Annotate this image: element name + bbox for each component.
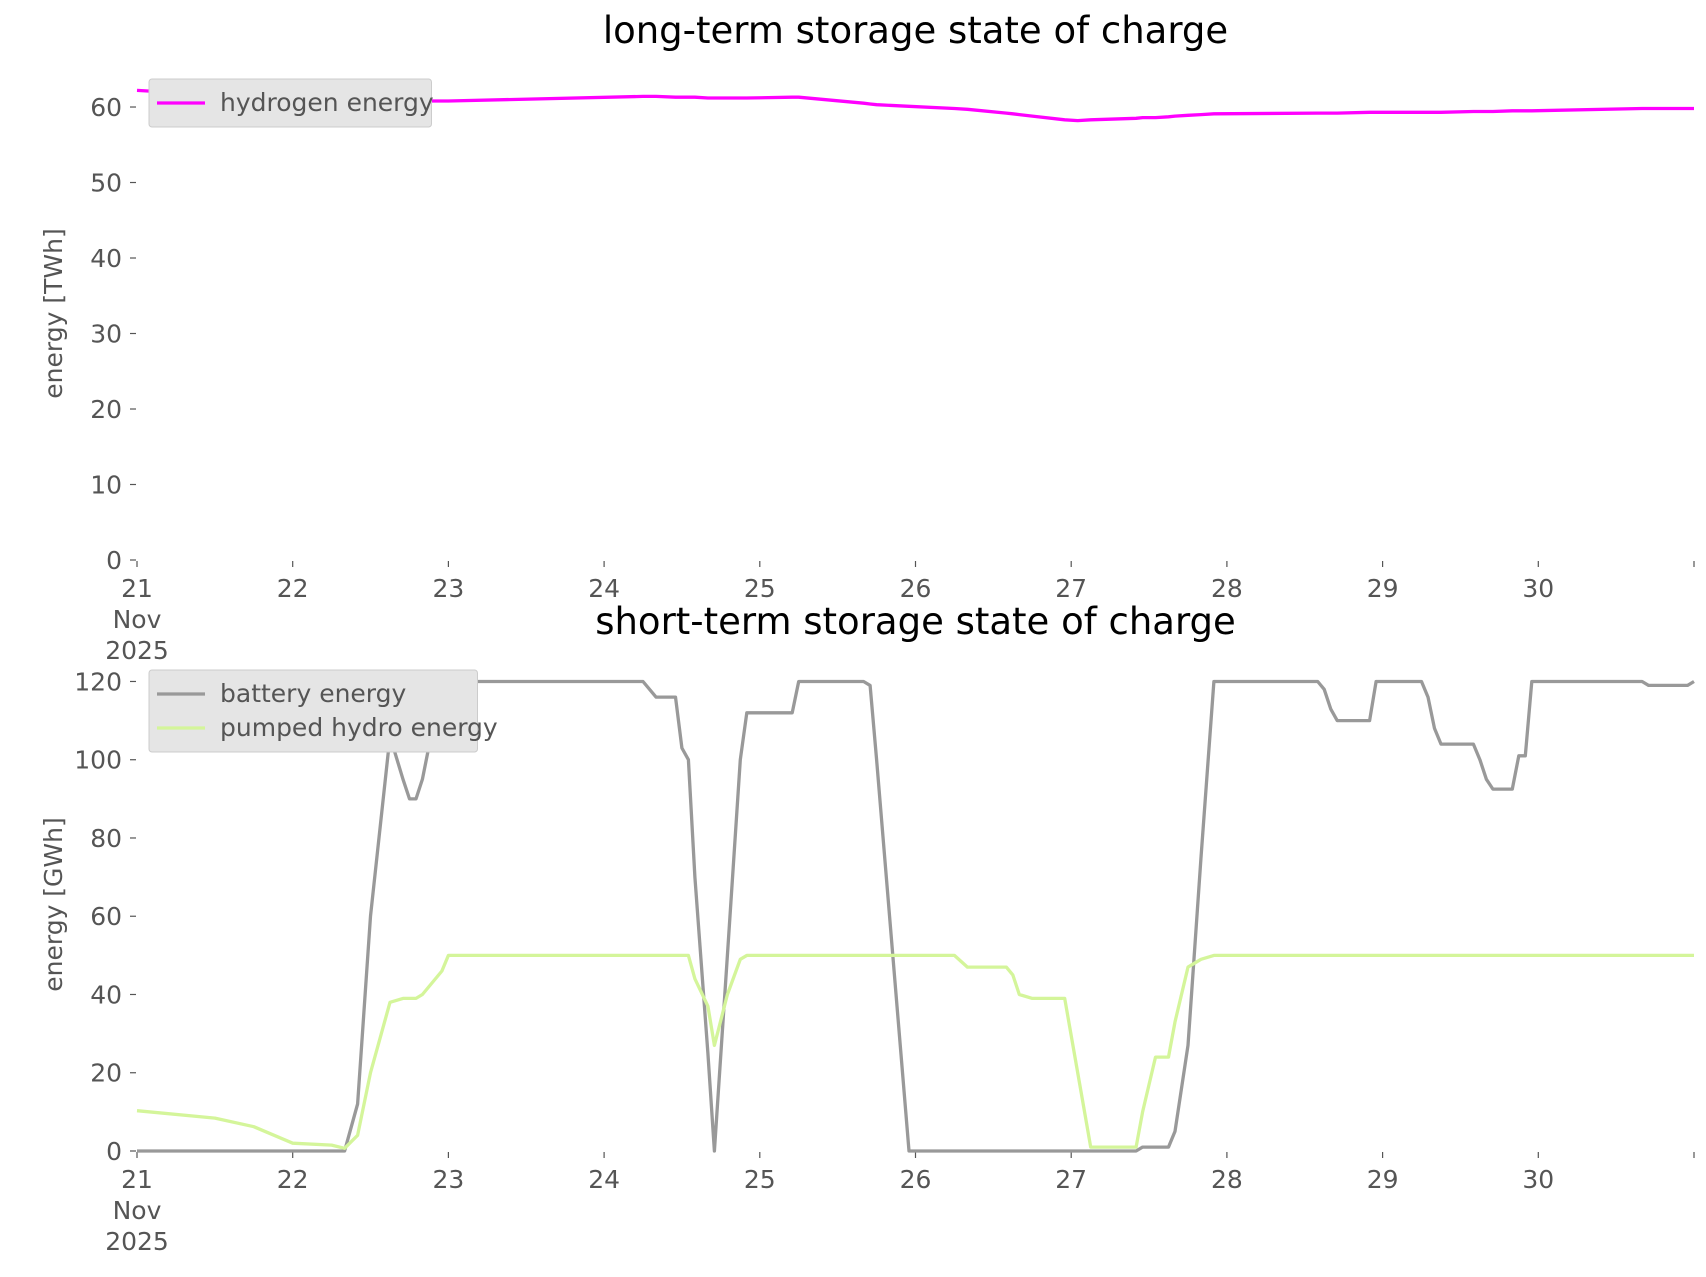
y-tick-label: 60	[90, 902, 122, 931]
chart-title: long-term storage state of charge	[603, 9, 1228, 52]
y-tick-label: 40	[90, 244, 122, 273]
x-tick-label: 21 Nov 2025	[105, 574, 169, 665]
series-line	[136, 953, 1694, 1150]
x-tick-label: 29	[1367, 574, 1399, 603]
legend-label: pumped hydro energy	[220, 713, 498, 742]
y-tick-label: 50	[90, 169, 122, 198]
y-tick-label: 20	[90, 1059, 122, 1088]
y-tick-label: 100	[74, 746, 122, 775]
x-tick-label: 22	[277, 1165, 309, 1194]
y-tick-label: 120	[74, 667, 122, 696]
x-tick-label: 27	[1055, 1165, 1087, 1194]
x-tick-label: 25	[744, 1165, 776, 1194]
legend-label: battery energy	[220, 679, 407, 708]
x-tick-label: 30	[1522, 1165, 1554, 1194]
legend-label: hydrogen energy	[220, 88, 434, 117]
y-tick-label: 60	[90, 93, 122, 122]
y-tick-label: 20	[90, 395, 122, 424]
x-tick-label: 26	[900, 1165, 932, 1194]
x-tick-label: 25	[744, 574, 776, 603]
x-tick-label: 29	[1367, 1165, 1399, 1194]
x-tick-label: 21 Nov 2025	[105, 1165, 169, 1256]
y-tick-label: 40	[90, 980, 122, 1009]
y-tick-label: 0	[106, 546, 122, 575]
x-tick-label: 23	[432, 574, 464, 603]
chart-title: short-term storage state of charge	[595, 600, 1236, 643]
x-tick-label: 28	[1211, 574, 1243, 603]
y-tick-label: 0	[106, 1137, 122, 1166]
y-axis-label: energy [TWh]	[39, 228, 68, 398]
x-tick-label: 24	[588, 574, 620, 603]
y-tick-label: 30	[90, 320, 122, 349]
y-axis-label: energy [GWh]	[39, 817, 68, 992]
legend-box	[148, 78, 432, 128]
legend-box	[148, 669, 478, 753]
x-tick-label: 24	[588, 1165, 620, 1194]
x-tick-label: 30	[1522, 574, 1554, 603]
y-tick-label: 80	[90, 824, 122, 853]
x-tick-label: 26	[900, 574, 932, 603]
x-tick-label: 23	[432, 1165, 464, 1194]
y-tick-label: 10	[90, 471, 122, 500]
x-tick-label: 28	[1211, 1165, 1243, 1194]
series-line	[137, 679, 1695, 1153]
x-tick-label: 27	[1055, 574, 1087, 603]
x-tick-label: 22	[277, 574, 309, 603]
